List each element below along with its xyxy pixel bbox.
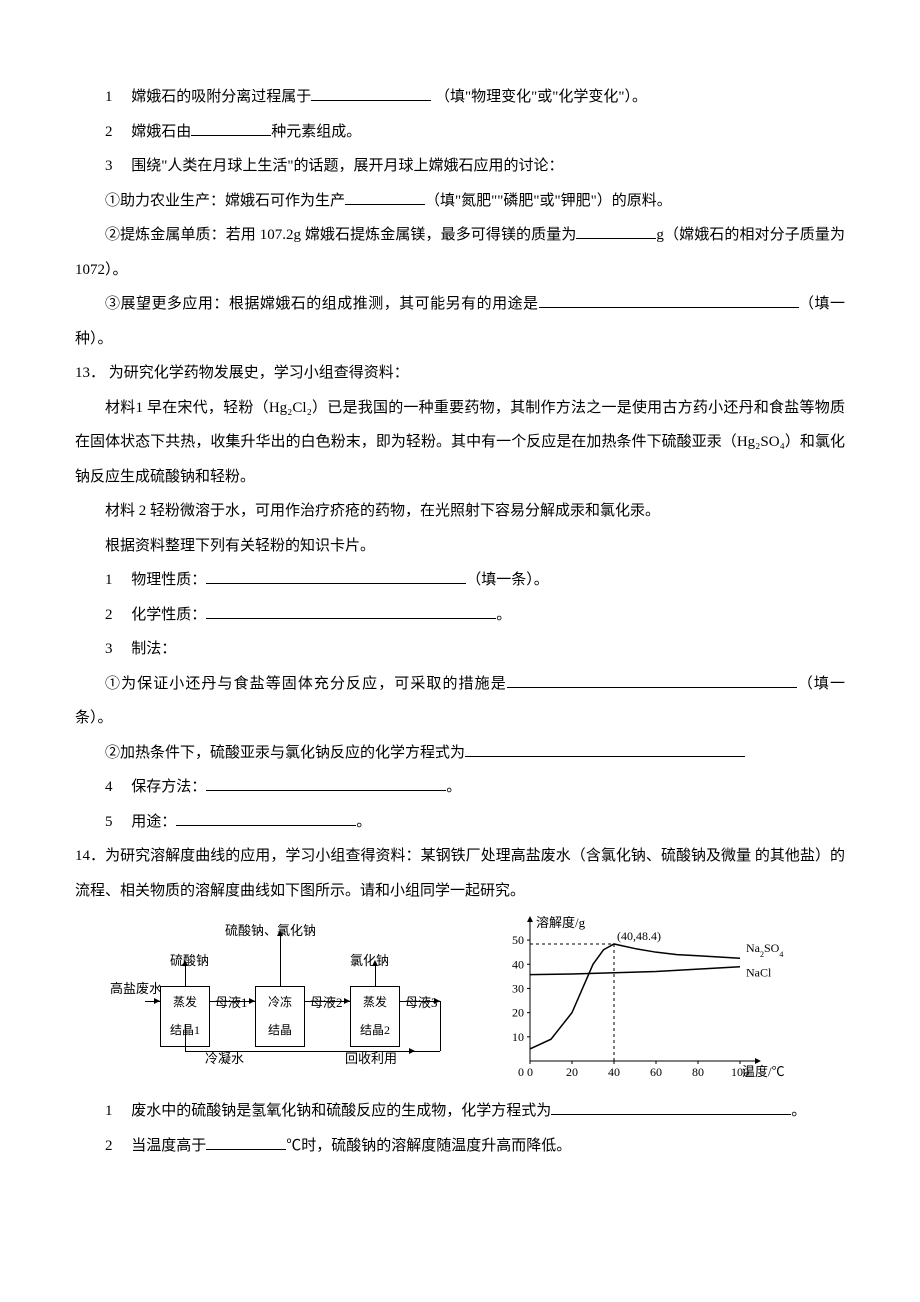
svg-text:40: 40 <box>608 1065 620 1079</box>
subnum: 1 <box>105 572 113 588</box>
q13-3-2: ②加热条件下，硫酸亚汞与氯化钠反应的化学方程式为 <box>75 736 845 771</box>
q13-5: 5 用途：。 <box>75 805 845 840</box>
blank[interactable] <box>539 292 799 308</box>
q12-3-1: ①助力农业生产：嫦娥石可作为生产（填"氮肥""磷肥"或"钾肥"）的原料。 <box>75 184 845 219</box>
q13-2: 2 化学性质：。 <box>75 598 845 633</box>
svg-text:20: 20 <box>566 1065 578 1079</box>
svg-text:20: 20 <box>512 1006 524 1020</box>
subnum: 2 <box>105 124 113 140</box>
blank[interactable] <box>206 603 496 619</box>
q12-3: 3 围绕"人类在月球上生活"的话题，展开月球上嫦娥石应用的讨论： <box>75 149 845 184</box>
subnum: 4 <box>105 779 113 795</box>
blank[interactable] <box>206 775 446 791</box>
q13-intro: 13． 为研究化学药物发展史，学习小组查得资料： <box>75 356 845 391</box>
svg-text:(40,48.4): (40,48.4) <box>617 929 661 943</box>
q12-1: 1 嫦娥石的吸附分离过程属于 （填"物理变化"或"化学变化"）。 <box>75 80 845 115</box>
q13-material2: 材料 2 轻粉微溶于水，可用作治疗疥疮的药物，在光照射下容易分解成汞和氯化汞。 <box>75 494 845 529</box>
q13-3-1: ①为保证小还丹与食盐等固体充分反应，可采取的措施是（填一条）。 <box>75 667 845 736</box>
q14-1: 1 废水中的硫酸钠是氢氧化钠和硫酸反应的生成物，化学方程式为。 <box>75 1094 845 1129</box>
subnum: 2 <box>105 607 113 623</box>
process-flowchart: 硫酸钠、氯化钠硫酸钠氯化钠高盐废水蒸发结晶1冷冻结晶蒸发结晶2母液1母液2母液3… <box>115 916 455 1076</box>
svg-text:0: 0 <box>527 1065 533 1079</box>
blank[interactable] <box>345 189 425 205</box>
svg-text:NaCl: NaCl <box>746 966 772 980</box>
blank[interactable] <box>206 1134 286 1150</box>
blank[interactable] <box>465 741 745 757</box>
q12-3-3: ③展望更多应用：根据嫦娥石的组成推测，其可能另有的用途是（填一种）。 <box>75 287 845 356</box>
blank[interactable] <box>507 672 797 688</box>
q13-3: 3 制法： <box>75 632 845 667</box>
subnum: 3 <box>105 641 113 657</box>
svg-text:30: 30 <box>512 981 524 995</box>
q14-number: 14． <box>75 848 105 864</box>
blank[interactable] <box>576 223 656 239</box>
svg-text:50: 50 <box>512 933 524 947</box>
svg-text:60: 60 <box>650 1065 662 1079</box>
q13-material3: 根据资料整理下列有关轻粉的知识卡片。 <box>75 529 845 564</box>
svg-text:溶解度/g: 溶解度/g <box>536 916 586 930</box>
svg-text:Na2SO4: Na2SO4 <box>746 941 783 959</box>
subnum: 2 <box>105 1138 113 1154</box>
blank[interactable] <box>551 1099 791 1115</box>
subnum: 5 <box>105 814 113 830</box>
subnum: 1 <box>105 89 113 105</box>
svg-text:40: 40 <box>512 957 524 971</box>
svg-text:10: 10 <box>512 1030 524 1044</box>
blank[interactable] <box>176 810 356 826</box>
q14-diagrams: 硫酸钠、氯化钠硫酸钠氯化钠高盐废水蒸发结晶1冷冻结晶蒸发结晶2母液1母液2母液3… <box>115 916 845 1086</box>
q13-material1: 材料1 早在宋代，轻粉（Hg₂Cl₂）已是我国的一种重要药物，其制作方法之一是使… <box>75 391 845 495</box>
q13-1: 1 物理性质：（填一条）。 <box>75 563 845 598</box>
svg-text:80: 80 <box>692 1065 704 1079</box>
q12-3-2: ②提炼金属单质：若用 107.2g 嫦娥石提炼金属镁，最多可得镁的质量为g（嫦娥… <box>75 218 845 287</box>
svg-text:温度/℃: 温度/℃ <box>742 1064 785 1079</box>
subnum: 1 <box>105 1103 113 1119</box>
q13-4: 4 保存方法：。 <box>75 770 845 805</box>
blank[interactable] <box>191 120 271 136</box>
svg-text:0: 0 <box>518 1065 524 1079</box>
q12-2: 2 嫦娥石由种元素组成。 <box>75 115 845 150</box>
solubility-chart: 10203040500204060801000溶解度/g温度/℃(40,48.4… <box>495 916 795 1086</box>
subnum: 3 <box>105 158 113 174</box>
q13-number: 13． <box>75 365 105 381</box>
blank[interactable] <box>311 85 431 101</box>
q14-2: 2 当温度高于℃时，硫酸钠的溶解度随温度升高而降低。 <box>75 1129 845 1164</box>
blank[interactable] <box>206 568 466 584</box>
q14-intro: 14．为研究溶解度曲线的应用，学习小组查得资料：某钢铁厂处理高盐废水（含氯化钠、… <box>75 839 845 908</box>
